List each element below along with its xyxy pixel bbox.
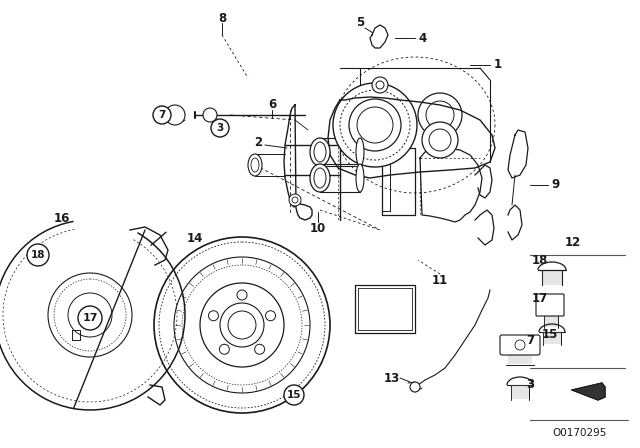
Text: 16: 16 <box>54 211 70 224</box>
Text: 18: 18 <box>532 254 548 267</box>
Text: 14: 14 <box>187 232 203 245</box>
Text: 7: 7 <box>526 333 534 346</box>
Polygon shape <box>572 383 605 400</box>
Text: 5: 5 <box>356 16 364 29</box>
Ellipse shape <box>356 164 364 192</box>
FancyBboxPatch shape <box>536 294 564 316</box>
Circle shape <box>237 290 247 300</box>
Ellipse shape <box>310 138 330 166</box>
Text: 9: 9 <box>551 178 559 191</box>
Ellipse shape <box>310 164 330 192</box>
Circle shape <box>422 122 458 158</box>
Circle shape <box>410 382 420 392</box>
Circle shape <box>203 108 217 122</box>
Text: 12: 12 <box>565 236 581 249</box>
Circle shape <box>515 340 525 350</box>
Text: 3: 3 <box>216 123 223 133</box>
Text: 1: 1 <box>494 59 502 72</box>
Text: 3: 3 <box>526 379 534 392</box>
Circle shape <box>165 105 185 125</box>
Text: 6: 6 <box>268 99 276 112</box>
Circle shape <box>372 77 388 93</box>
Circle shape <box>209 311 218 321</box>
Circle shape <box>284 385 304 405</box>
Circle shape <box>418 93 462 137</box>
Text: 7: 7 <box>158 110 166 120</box>
Circle shape <box>27 244 49 266</box>
Circle shape <box>255 344 264 354</box>
Text: 15: 15 <box>542 328 558 341</box>
Circle shape <box>333 83 417 167</box>
Text: 17: 17 <box>532 292 548 305</box>
Circle shape <box>153 106 171 124</box>
Text: 13: 13 <box>384 371 400 384</box>
Text: 17: 17 <box>83 313 98 323</box>
Text: 18: 18 <box>31 250 45 260</box>
Text: 8: 8 <box>218 12 226 25</box>
Circle shape <box>154 237 330 413</box>
FancyBboxPatch shape <box>500 335 540 355</box>
Ellipse shape <box>248 154 262 176</box>
Text: 15: 15 <box>287 390 301 400</box>
Ellipse shape <box>356 138 364 166</box>
Text: 4: 4 <box>419 31 427 44</box>
Circle shape <box>78 306 102 330</box>
Text: 11: 11 <box>432 273 448 287</box>
Circle shape <box>266 311 276 321</box>
Circle shape <box>220 344 229 354</box>
Circle shape <box>211 119 229 137</box>
Text: 10: 10 <box>310 221 326 234</box>
Text: O0170295: O0170295 <box>553 428 607 438</box>
Text: 2: 2 <box>254 135 262 148</box>
Circle shape <box>289 194 301 206</box>
